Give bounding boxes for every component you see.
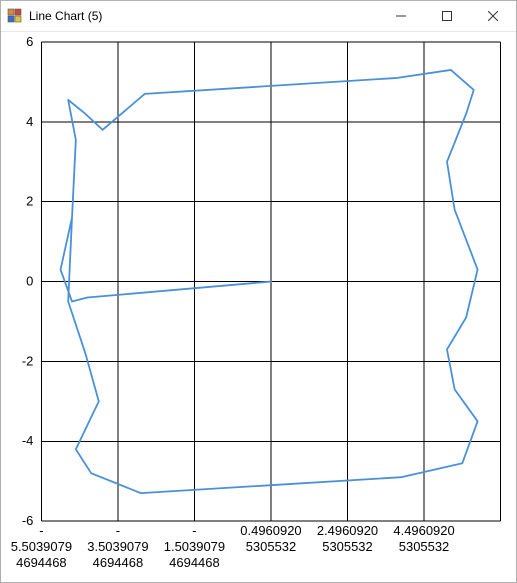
- maximize-button[interactable]: [424, 1, 470, 31]
- svg-text:5305532: 5305532: [399, 539, 450, 554]
- svg-text:-4: -4: [22, 433, 34, 448]
- close-button[interactable]: [470, 1, 516, 31]
- line-chart: 6420-2-4-6-5.50390794694468-3.5039079469…: [1, 32, 516, 582]
- svg-text:6: 6: [26, 34, 33, 49]
- svg-text:2.4960920: 2.4960920: [317, 523, 378, 538]
- svg-text:2: 2: [26, 194, 33, 209]
- svg-text:5305532: 5305532: [246, 539, 296, 554]
- chart-area: 6420-2-4-6-5.50390794694468-3.5039079469…: [1, 32, 516, 582]
- svg-text:4694468: 4694468: [16, 555, 67, 570]
- svg-text:-: -: [192, 523, 196, 538]
- svg-text:-2: -2: [22, 353, 34, 368]
- minimize-button[interactable]: [378, 1, 424, 31]
- svg-text:5.5039079: 5.5039079: [11, 539, 72, 554]
- svg-text:4694468: 4694468: [93, 555, 144, 570]
- app-window: Line Chart (5) 6420-2-4-6-5.503907946944…: [0, 0, 517, 583]
- svg-text:-: -: [39, 523, 43, 538]
- svg-text:4: 4: [26, 114, 33, 129]
- svg-text:4.4960920: 4.4960920: [393, 523, 454, 538]
- svg-text:-: -: [116, 523, 120, 538]
- window-title: Line Chart (5): [29, 9, 378, 23]
- svg-text:1.5039079: 1.5039079: [164, 539, 225, 554]
- svg-text:5305532: 5305532: [322, 539, 373, 554]
- svg-text:0: 0: [26, 274, 33, 289]
- app-icon: [7, 8, 23, 24]
- svg-text:-6: -6: [22, 513, 34, 528]
- titlebar: Line Chart (5): [1, 1, 516, 32]
- svg-text:0.4960920: 0.4960920: [240, 523, 301, 538]
- svg-text:4694468: 4694468: [169, 555, 220, 570]
- svg-text:3.5039079: 3.5039079: [87, 539, 148, 554]
